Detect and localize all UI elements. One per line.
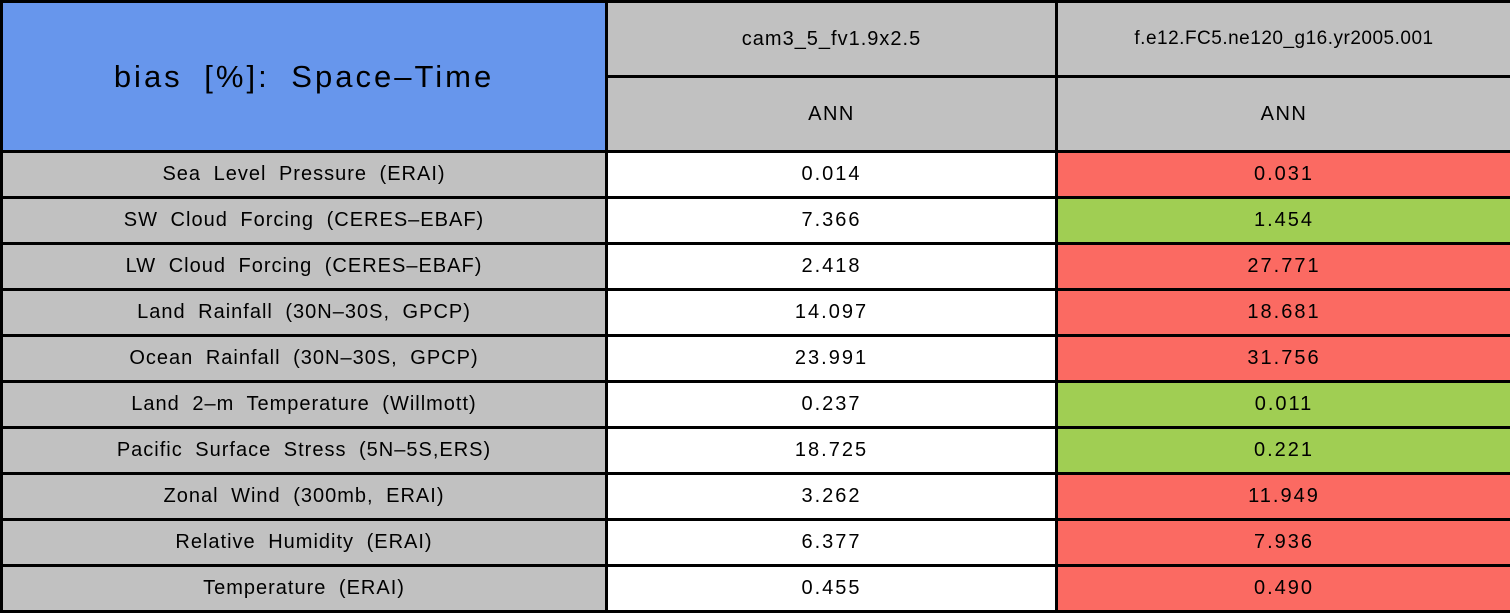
metric-label: Land Rainfall (30N–30S, GPCP)	[2, 290, 607, 336]
metric-value: 0.031	[1057, 152, 1510, 198]
table-row: Land Rainfall (30N–30S, GPCP) 14.097 18.…	[2, 290, 1510, 336]
table-row: LW Cloud Forcing (CERES–EBAF) 2.418 27.7…	[2, 244, 1510, 290]
metric-value: 6.377	[607, 520, 1057, 566]
metric-value: 0.221	[1057, 428, 1510, 474]
metric-value: 11.949	[1057, 474, 1510, 520]
table-row: Ocean Rainfall (30N–30S, GPCP) 23.991 31…	[2, 336, 1510, 382]
metric-label: Sea Level Pressure (ERAI)	[2, 152, 607, 198]
metric-label: Land 2–m Temperature (Willmott)	[2, 382, 607, 428]
metric-label: Temperature (ERAI)	[2, 566, 607, 612]
metric-value: 14.097	[607, 290, 1057, 336]
table-row: SW Cloud Forcing (CERES–EBAF) 7.366 1.45…	[2, 198, 1510, 244]
metric-value: 2.418	[607, 244, 1057, 290]
metric-value: 7.366	[607, 198, 1057, 244]
metric-label: Ocean Rainfall (30N–30S, GPCP)	[2, 336, 607, 382]
table-row: Sea Level Pressure (ERAI) 0.014 0.031	[2, 152, 1510, 198]
metric-value: 3.262	[607, 474, 1057, 520]
table-row: Temperature (ERAI) 0.455 0.490	[2, 566, 1510, 612]
table-title: bias [%]: Space–Time	[2, 2, 607, 152]
metric-label: SW Cloud Forcing (CERES–EBAF)	[2, 198, 607, 244]
metric-label: Pacific Surface Stress (5N–5S,ERS)	[2, 428, 607, 474]
metric-value: 18.681	[1057, 290, 1510, 336]
metric-label: Relative Humidity (ERAI)	[2, 520, 607, 566]
model-header-row: bias [%]: Space–Time cam3_5_fv1.9x2.5 f.…	[2, 2, 1510, 77]
table-row: Pacific Surface Stress (5N–5S,ERS) 18.72…	[2, 428, 1510, 474]
metric-value: 23.991	[607, 336, 1057, 382]
table-row: Relative Humidity (ERAI) 6.377 7.936	[2, 520, 1510, 566]
metric-value: 0.014	[607, 152, 1057, 198]
metric-value: 31.756	[1057, 336, 1510, 382]
metric-value: 0.237	[607, 382, 1057, 428]
metric-value: 7.936	[1057, 520, 1510, 566]
metric-label: LW Cloud Forcing (CERES–EBAF)	[2, 244, 607, 290]
metric-value: 27.771	[1057, 244, 1510, 290]
metric-value: 1.454	[1057, 198, 1510, 244]
table-row: Land 2–m Temperature (Willmott) 0.237 0.…	[2, 382, 1510, 428]
metric-value: 0.490	[1057, 566, 1510, 612]
metric-label: Zonal Wind (300mb, ERAI)	[2, 474, 607, 520]
metric-value: 0.011	[1057, 382, 1510, 428]
model-column-header-1: cam3_5_fv1.9x2.5	[607, 2, 1057, 77]
season-header-2: ANN	[1057, 77, 1510, 152]
model-column-header-2: f.e12.FC5.ne120_g16.yr2005.001	[1057, 2, 1510, 77]
metric-value: 0.455	[607, 566, 1057, 612]
metric-value: 18.725	[607, 428, 1057, 474]
season-header-1: ANN	[607, 77, 1057, 152]
table-row: Zonal Wind (300mb, ERAI) 3.262 11.949	[2, 474, 1510, 520]
